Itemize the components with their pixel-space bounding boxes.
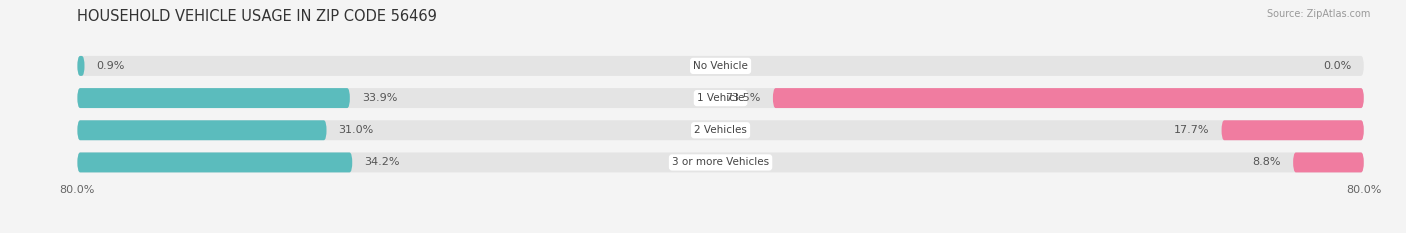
FancyBboxPatch shape [77,152,353,172]
Text: 8.8%: 8.8% [1253,158,1281,168]
Text: No Vehicle: No Vehicle [693,61,748,71]
FancyBboxPatch shape [773,88,1364,108]
Text: 17.7%: 17.7% [1174,125,1209,135]
FancyBboxPatch shape [1222,120,1364,140]
Text: 33.9%: 33.9% [361,93,398,103]
Text: 73.5%: 73.5% [725,93,761,103]
FancyBboxPatch shape [77,120,1364,140]
FancyBboxPatch shape [77,120,326,140]
FancyBboxPatch shape [77,88,1364,108]
Text: 0.9%: 0.9% [97,61,125,71]
Text: 34.2%: 34.2% [364,158,399,168]
Text: Source: ZipAtlas.com: Source: ZipAtlas.com [1267,9,1371,19]
FancyBboxPatch shape [77,56,1364,76]
Text: 3 or more Vehicles: 3 or more Vehicles [672,158,769,168]
FancyBboxPatch shape [77,88,350,108]
FancyBboxPatch shape [77,56,84,76]
Text: 1 Vehicle: 1 Vehicle [697,93,744,103]
FancyBboxPatch shape [1294,152,1364,172]
Text: 2 Vehicles: 2 Vehicles [695,125,747,135]
Text: 0.0%: 0.0% [1323,61,1351,71]
Text: 31.0%: 31.0% [339,125,374,135]
Text: HOUSEHOLD VEHICLE USAGE IN ZIP CODE 56469: HOUSEHOLD VEHICLE USAGE IN ZIP CODE 5646… [77,9,437,24]
FancyBboxPatch shape [77,152,1364,172]
